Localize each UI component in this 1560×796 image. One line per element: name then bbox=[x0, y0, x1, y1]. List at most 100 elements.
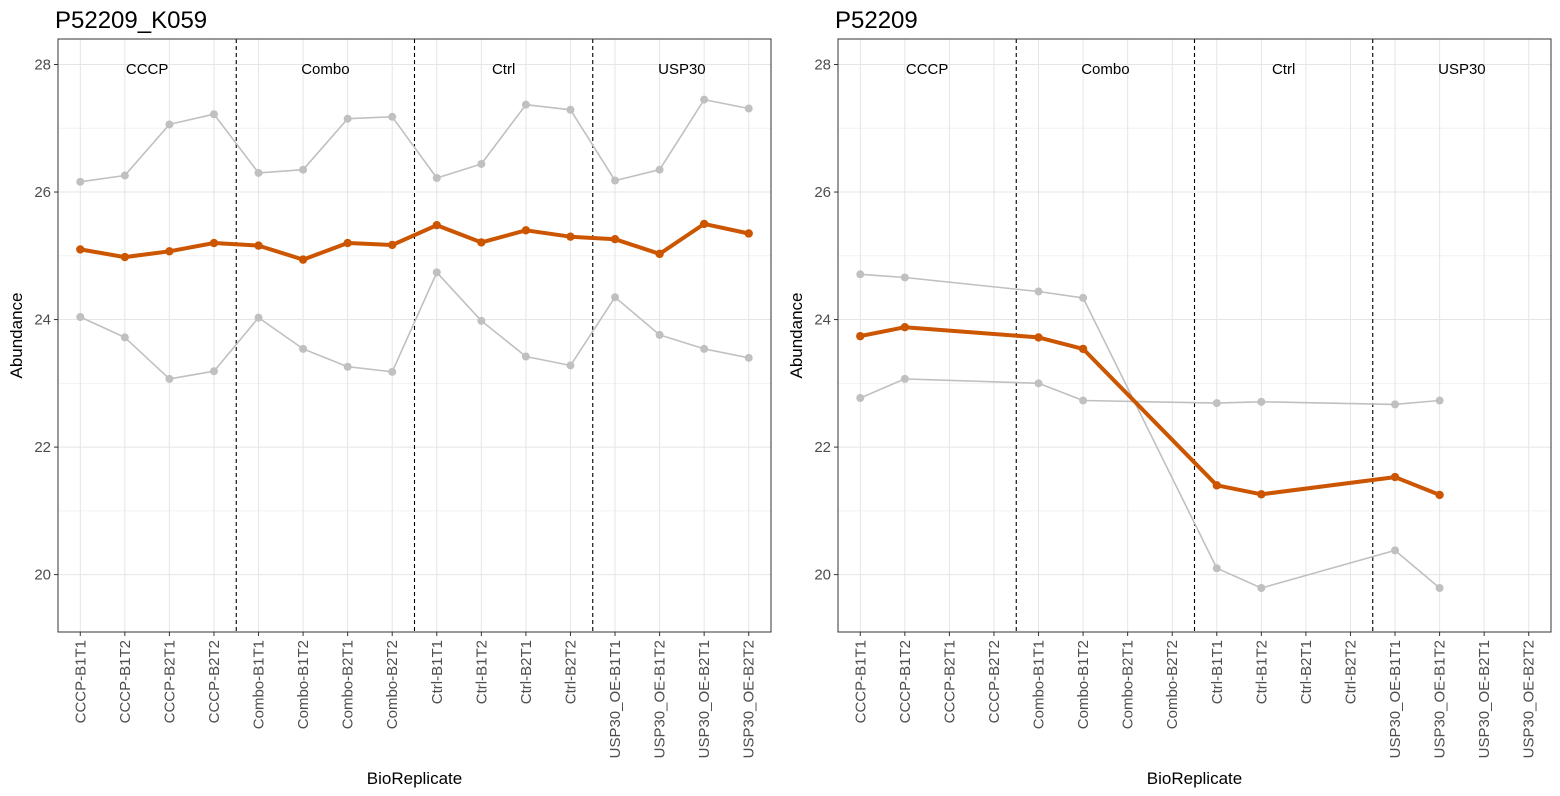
data-point-main bbox=[76, 245, 85, 254]
data-point-upper bbox=[655, 165, 664, 174]
data-point-upper bbox=[432, 174, 441, 183]
data-point-lower bbox=[611, 293, 620, 302]
data-point-upper bbox=[477, 159, 486, 168]
x-tick-label: CCCP-B2T1 bbox=[941, 640, 958, 723]
y-tick-label: 24 bbox=[34, 312, 51, 329]
x-tick-label: CCCP-B1T1 bbox=[72, 640, 89, 723]
group-label: USP30 bbox=[1438, 61, 1486, 78]
chart-panel-left: P52209_K059 CCCP Combo Ctrl USP30 20 22 24 26 28 C… bbox=[7, 7, 772, 788]
data-point-upper bbox=[165, 120, 174, 129]
chart-panel-right: P52209 CCCP Combo Ctrl USP30 20 22 24 26 28 CCCP-B… bbox=[780, 0, 1560, 796]
data-point-main bbox=[655, 249, 664, 259]
x-tick-label: Ctrl-B2T2 bbox=[1343, 640, 1360, 704]
group-label: Ctrl bbox=[1272, 61, 1295, 78]
series-line-lower bbox=[859, 378, 1440, 406]
data-point-lower bbox=[120, 333, 129, 342]
data-point-main bbox=[1257, 490, 1266, 499]
data-point-lower bbox=[209, 367, 218, 376]
x-tick-label: Ctrl-B1T1 bbox=[1209, 640, 1226, 704]
x-tick-label: Ctrl-B1T2 bbox=[473, 640, 490, 704]
x-tick-label: USP30_OE-B2T2 bbox=[741, 640, 758, 758]
y-tick-label: 26 bbox=[814, 184, 831, 201]
y-tick-label: 28 bbox=[34, 57, 51, 74]
x-tick-label: Combo-B1T2 bbox=[1075, 640, 1092, 729]
data-point-lower bbox=[299, 344, 308, 353]
y-axis-title: Abundance bbox=[787, 292, 806, 378]
data-point-lower bbox=[343, 362, 352, 371]
x-tick-label: USP30_OE-B2T2 bbox=[1521, 640, 1538, 758]
data-point-lower bbox=[856, 393, 865, 402]
data-point-upper bbox=[120, 171, 129, 180]
y-tick-label: 22 bbox=[34, 439, 51, 456]
data-point-upper bbox=[1034, 287, 1043, 296]
group-label: CCCP bbox=[126, 61, 169, 78]
chart-title: P52209_K059 bbox=[55, 7, 207, 34]
data-point-main bbox=[298, 255, 308, 264]
x-tick-label: Combo-B1T1 bbox=[251, 640, 268, 729]
y-tick-label: 26 bbox=[34, 184, 51, 201]
x-tick-label: Ctrl-B2T2 bbox=[563, 640, 580, 704]
y-axis-title: Abundance bbox=[7, 292, 26, 378]
group-label: CCCP bbox=[906, 61, 949, 78]
data-point-upper bbox=[900, 273, 909, 282]
x-tick-label: USP30_OE-B2T1 bbox=[696, 640, 713, 758]
data-point-upper bbox=[1435, 584, 1444, 593]
data-point-lower bbox=[1034, 379, 1043, 388]
data-point-main bbox=[343, 238, 352, 248]
y-tick-label: 24 bbox=[814, 312, 831, 329]
data-point-main bbox=[477, 238, 486, 247]
x-tick-label: Combo-B2T2 bbox=[384, 640, 401, 729]
x-tick-label: CCCP-B1T2 bbox=[897, 640, 914, 723]
x-tick-label: Ctrl-B2T1 bbox=[1298, 640, 1315, 704]
x-tick-label: USP30_OE-B1T1 bbox=[607, 640, 624, 758]
data-point-lower bbox=[1435, 396, 1444, 405]
data-point-main bbox=[1390, 472, 1400, 482]
data-point-lower bbox=[744, 353, 753, 362]
x-tick-label: CCCP-B2T2 bbox=[986, 640, 1003, 723]
data-point-upper bbox=[1212, 564, 1221, 573]
data-point-lower bbox=[388, 367, 397, 376]
data-point-lower bbox=[1079, 396, 1088, 405]
data-point-upper bbox=[700, 95, 709, 104]
data-point-lower bbox=[477, 316, 486, 325]
data-point-main bbox=[254, 241, 263, 250]
group-label: Ctrl bbox=[492, 61, 515, 78]
y-tick-label: 28 bbox=[814, 57, 831, 74]
group-label: Combo bbox=[301, 61, 349, 78]
data-point-main bbox=[1078, 344, 1088, 354]
x-tick-label: Ctrl-B1T1 bbox=[429, 640, 446, 704]
data-point-main bbox=[699, 219, 709, 229]
data-point-upper bbox=[1257, 584, 1266, 593]
chart-right: P52209 CCCP Combo Ctrl USP30 20 22 24 26 28 CCCP-B… bbox=[787, 7, 1552, 788]
data-point-main bbox=[521, 226, 531, 235]
y-tick-label: 20 bbox=[34, 567, 51, 584]
data-point-lower bbox=[76, 313, 85, 322]
group-label: Combo bbox=[1081, 61, 1129, 78]
group-label: USP30 bbox=[658, 61, 706, 78]
x-tick-label: Combo-B1T2 bbox=[295, 640, 312, 729]
x-tick-label: CCCP-B2T2 bbox=[206, 640, 223, 723]
data-point-lower bbox=[254, 313, 263, 322]
plot-border bbox=[837, 38, 1552, 633]
data-point-lower bbox=[655, 330, 664, 339]
data-point-lower bbox=[700, 344, 709, 353]
series-line-main bbox=[859, 325, 1441, 497]
data-point-lower bbox=[1391, 400, 1400, 409]
series-line-upper bbox=[80, 98, 749, 183]
x-tick-label: Combo-B2T1 bbox=[340, 640, 357, 729]
data-point-main bbox=[1034, 333, 1043, 342]
data-point-upper bbox=[209, 110, 218, 119]
data-point-main bbox=[165, 247, 174, 256]
chart-title: P52209 bbox=[835, 7, 918, 34]
data-point-upper bbox=[76, 177, 85, 186]
x-tick-label: Combo-B2T2 bbox=[1164, 640, 1181, 729]
x-tick-label: Combo-B2T1 bbox=[1120, 640, 1137, 729]
x-tick-label: CCCP-B2T1 bbox=[161, 640, 178, 723]
x-axis-title: BioReplicate bbox=[367, 769, 462, 788]
data-point-upper bbox=[254, 168, 263, 177]
data-point-main bbox=[900, 323, 910, 332]
x-tick-label: USP30_OE-B1T1 bbox=[1387, 640, 1404, 758]
data-point-upper bbox=[343, 114, 352, 123]
data-point-main bbox=[120, 252, 130, 262]
x-tick-label: USP30_OE-B1T2 bbox=[652, 640, 669, 758]
